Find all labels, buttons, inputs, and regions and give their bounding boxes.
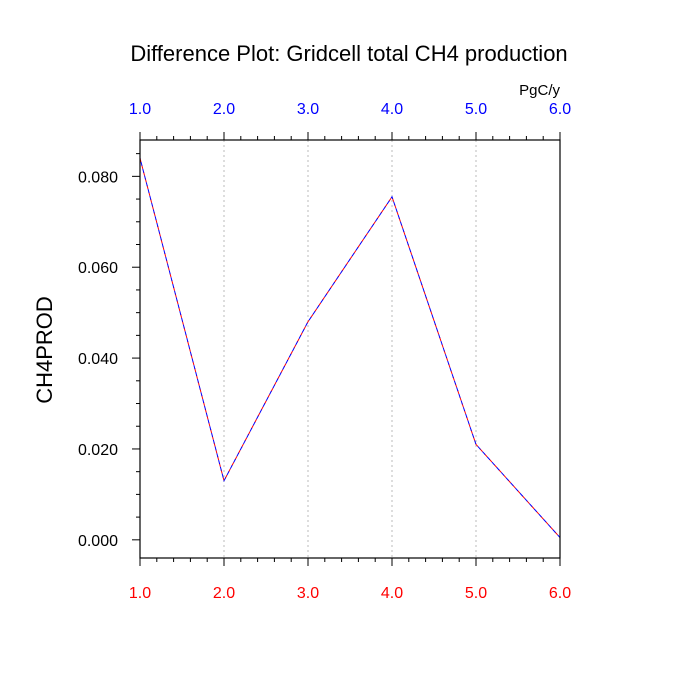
axis-layer: 1.0 1.0 2.0 2.0 3.0 3.0 4.0 4.0 5.0 5.0 6.0 6.0 0.00… bbox=[78, 101, 571, 602]
x-tick-label-bottom: 4.0 bbox=[381, 585, 403, 602]
x-tick-label-bottom: 2.0 bbox=[213, 585, 235, 602]
x-tick-label-top: 5.0 bbox=[465, 101, 487, 118]
x-tick-label-top: 4.0 bbox=[381, 101, 403, 118]
x-tick-label-bottom: 3.0 bbox=[297, 585, 319, 602]
x-tick-label-top: 1.0 bbox=[129, 101, 151, 118]
y-tick-label: 0.040 bbox=[78, 351, 118, 368]
x-tick-label-bottom: 6.0 bbox=[549, 585, 571, 602]
y-tick-label: 0.020 bbox=[78, 442, 118, 459]
x-tick-label-bottom: 1.0 bbox=[129, 585, 151, 602]
x-tick-label-bottom: 5.0 bbox=[465, 585, 487, 602]
x-tick-label-top: 3.0 bbox=[297, 101, 319, 118]
grid-layer bbox=[223, 140, 477, 558]
series-line-2 bbox=[139, 158, 561, 538]
series-layer bbox=[139, 158, 561, 538]
units-label: PgC/y bbox=[519, 82, 560, 99]
chart-title: Difference Plot: Gridcell total CH4 prod… bbox=[130, 41, 567, 66]
y-tick-label: 0.000 bbox=[78, 533, 118, 550]
y-tick-label: 0.080 bbox=[78, 169, 118, 186]
y-tick-label: 0.060 bbox=[78, 260, 118, 277]
x-tick-label-top: 2.0 bbox=[213, 101, 235, 118]
y-axis-label: CH4PROD bbox=[32, 296, 57, 404]
series-line-1 bbox=[139, 158, 561, 538]
x-tick-label-top: 6.0 bbox=[549, 101, 571, 118]
plot-frame bbox=[139, 139, 561, 559]
